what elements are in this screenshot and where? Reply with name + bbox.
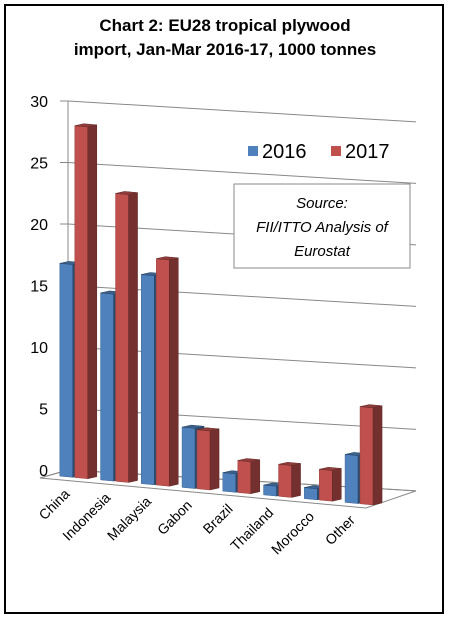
chart-title: Chart 2: EU28 tropical plywood import, J… [10,14,440,62]
bar-2016-china [59,263,74,478]
source-annotation-box [233,183,411,269]
y-tick-label-25: 25 [30,156,48,173]
y-tick-label-15: 15 [30,279,48,296]
bar-2017-brazil-side [250,459,261,495]
bar-2017-thailand-side [291,463,301,498]
y-tick-label-20: 20 [30,217,48,234]
y-tick-label-10: 10 [30,340,48,357]
bar-2016-other [344,454,359,504]
x-category-label-china: China [35,485,72,522]
bar-2017-indonesia-top [115,191,138,195]
bar-2016-thailand [263,484,277,497]
bar-2017-gabon-side [209,428,220,491]
bar-2017-indonesia [115,193,129,483]
source-annotation-line-1: Source: [296,195,348,212]
bar-2016-gabon-top [181,424,205,429]
bar-2017-morocco-top [319,466,342,471]
y-tick-label-30: 30 [30,94,48,111]
bar-2017-morocco [319,468,333,502]
bar-2017-morocco-side [332,468,342,502]
bar-2016-indonesia [100,292,114,482]
bar-2017-other-side [372,405,383,506]
bar-2017-malaysia-side [169,257,179,487]
gridline-25 [67,162,417,184]
legend-swatch-2016 [248,146,258,156]
bar-2017-malaysia [156,258,170,487]
bar-2016-gabon [181,426,196,489]
gridline-30 [67,100,417,123]
x-category-label-other: Other [322,512,358,548]
bar-2017-other-top [359,404,383,409]
bar-2017-gabon-top [196,427,220,432]
bar-2016-brazil [222,472,237,493]
bar-2017-thailand-top [278,462,301,466]
bar-2017-gabon [196,429,211,491]
source-annotation-line-3: Eurostat [294,243,351,260]
chart-title-line-1: Chart 2: EU28 tropical plywood [99,16,351,35]
legend-label-2016: 2016 [262,141,307,163]
bar-2017-brazil [237,460,252,494]
source-annotation-line-2: FII/ITTO Analysis of [256,219,390,236]
bar-2016-malaysia [141,274,155,486]
bar-2017-malaysia-top [156,256,179,261]
bar-2017-indonesia-side [128,192,138,483]
y-tick-label-0: 0 [39,463,48,480]
bar-2017-other [359,406,374,506]
legend-swatch-2017 [331,146,341,156]
x-category-label-gabon: Gabon [154,497,195,538]
bar-2017-china-side [87,124,98,480]
legend-label-2017: 2017 [345,141,390,163]
bar-2016-morocco [304,487,318,501]
bar-2017-china-top [74,123,97,128]
bar-2017-thailand [278,463,292,498]
chart-title-line-2: import, Jan-Mar 2016-17, 1000 tonnes [73,40,377,59]
bar-2017-brazil-top [237,458,260,462]
bar-2017-china [74,125,89,479]
x-category-label-brazil: Brazil [200,501,236,537]
y-tick-label-5: 5 [39,402,48,419]
